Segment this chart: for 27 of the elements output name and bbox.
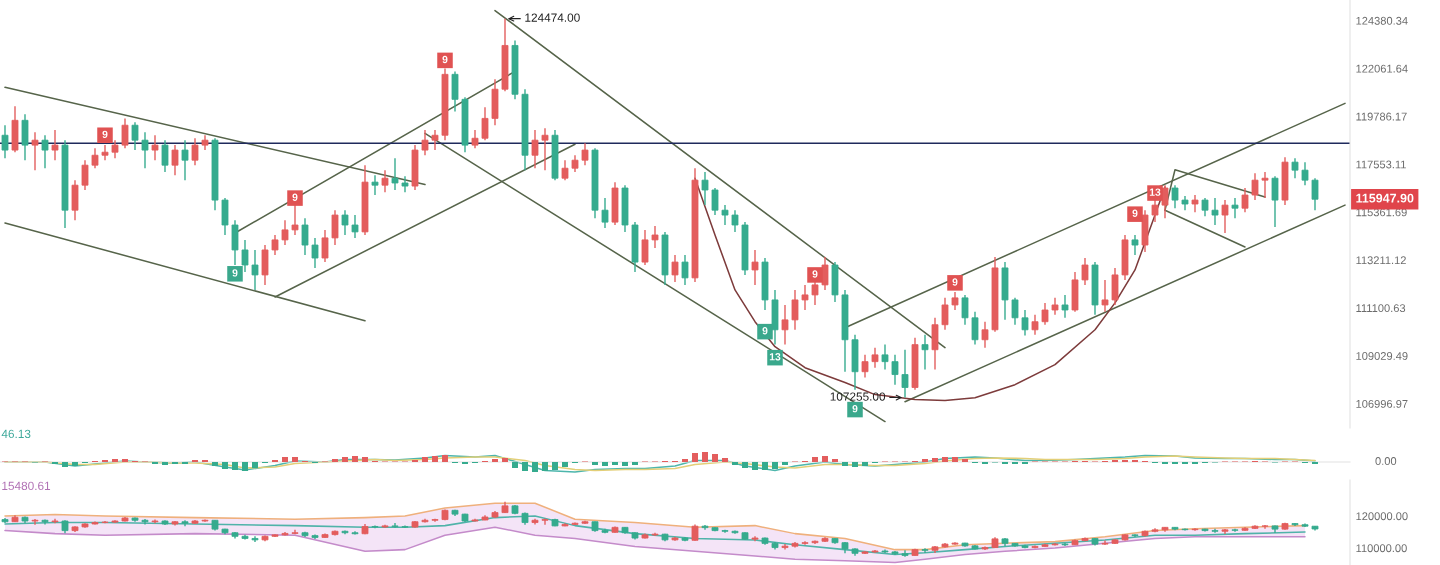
y-tick-label: 109029.49 [1356,352,1408,360]
y-tick-label: 115361.69 [1356,208,1407,217]
y-tick-label: 122061.64 [1356,64,1408,73]
chart-title: 15480.61 [2,481,51,491]
series-label: 9 [292,193,298,201]
text: 9 [852,405,858,413]
y-tick-label: 120000.00 [1356,512,1408,521]
annotation: 124474.00 [525,13,580,22]
series-label: 13 [769,353,781,361]
text: 9 [102,130,108,139]
y-tick-label: 117553.11 [1356,160,1406,169]
y-tick-label: 124380.34 [1356,16,1408,25]
y-tick-label: 119786.17 [1356,112,1407,121]
text: 9 [1132,209,1138,217]
y-tick-label: 111100.63 [1356,304,1406,313]
text: 115947.90 [1356,193,1414,203]
series-label: 13 [1149,188,1161,196]
text: 9 [442,55,448,64]
text: 0.00 [1375,457,1397,465]
y-tick-label: 106996.97 [1356,399,1408,408]
y-tick-label: 113211.12 [1356,256,1406,265]
chart-title: 46.13 [1,429,31,439]
series-label: 9 [232,269,238,277]
text: 9 [952,278,958,286]
text: 9 [812,270,818,278]
y-tick-label: 110000.00 [1356,544,1407,553]
text: 9 [762,327,768,335]
